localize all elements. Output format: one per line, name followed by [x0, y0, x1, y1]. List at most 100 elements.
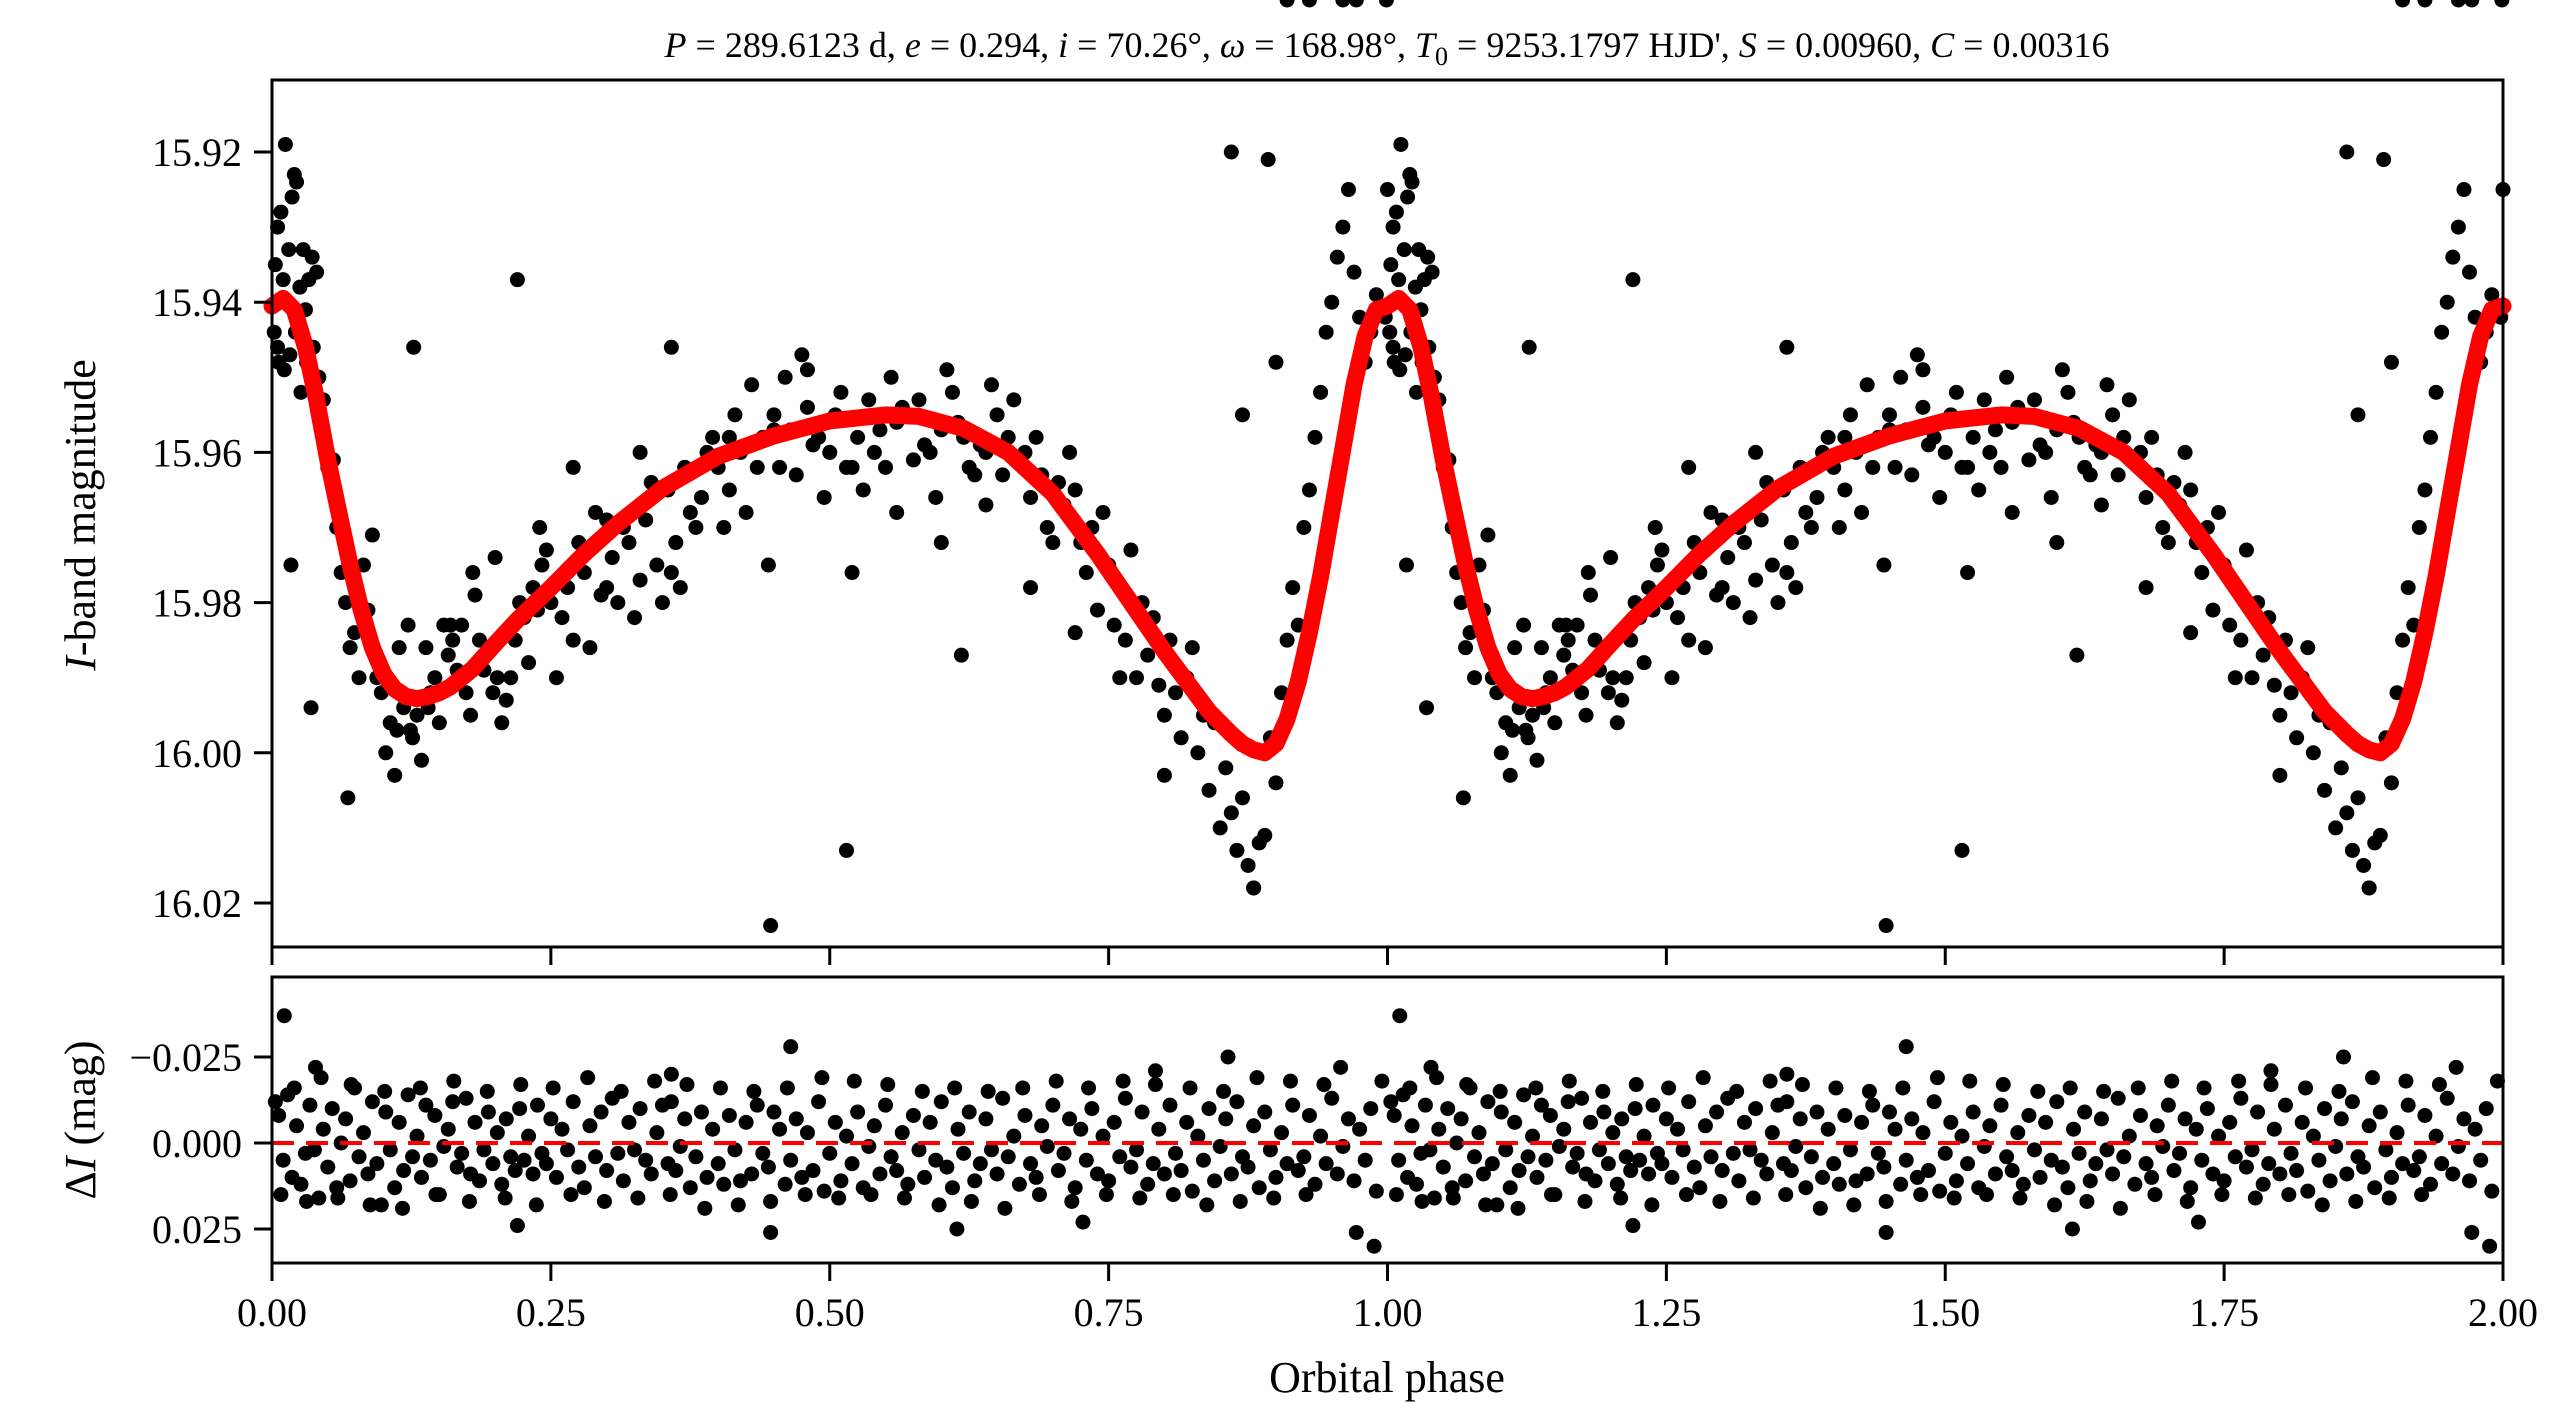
residual-point: [2099, 1142, 2115, 1158]
data-point: [872, 422, 888, 438]
data-point: [1062, 444, 1078, 460]
data-point: [2255, 647, 2271, 663]
data-point: [565, 632, 581, 648]
residual-point: [1484, 1156, 1500, 1172]
residual-point: [772, 1121, 788, 1137]
data-point: [1976, 392, 1992, 408]
data-point: [582, 640, 598, 656]
data-point: [760, 557, 776, 573]
residual-point: [1904, 1111, 1920, 1127]
data-point: [855, 482, 871, 498]
data-point: [1578, 707, 1594, 723]
residual-point: [1736, 1114, 1752, 1130]
residual-point: [571, 1159, 587, 1175]
data-point: [2021, 452, 2037, 468]
data-point: [1368, 287, 1384, 303]
residual-point: [1307, 1176, 1323, 1192]
residual-point: [351, 1149, 367, 1165]
residual-point: [1538, 1152, 1554, 1168]
residual-point: [548, 1169, 564, 1185]
data-point: [304, 249, 320, 265]
residual-point: [1731, 1173, 1747, 1189]
residual-point: [2110, 1090, 2126, 1106]
data-point: [267, 257, 283, 273]
residual-point: [1318, 1156, 1334, 1172]
residual-point: [1815, 1169, 1831, 1185]
chart-title: P = 289.6123 d, e = 0.294, i = 70.26°, ω…: [664, 25, 2110, 71]
data-point: [749, 459, 765, 475]
data-point: [587, 504, 603, 520]
data-point: [2038, 444, 2054, 460]
residual-point: [360, 1166, 376, 1182]
residual-point: [1792, 1111, 1808, 1127]
data-point: [1915, 362, 1931, 378]
data-point: [2428, 384, 2444, 400]
residual-point: [580, 1070, 596, 1086]
residual-point: [373, 1197, 389, 1213]
residual-point: [1753, 1152, 1769, 1168]
residual-point: [1820, 1121, 1836, 1137]
residual-point: [1471, 1125, 1487, 1141]
data-point: [1296, 520, 1312, 535]
data-point: [1424, 264, 1440, 280]
residual-point: [615, 1173, 631, 1189]
residual-point: [2015, 1176, 2031, 1192]
residual-point: [1798, 1180, 1814, 1196]
residual-point: [933, 1094, 949, 1110]
residual-point: [682, 1180, 698, 1196]
data-point: [939, 362, 955, 378]
residual-point: [1262, 1142, 1278, 1158]
residual-point: [2464, 0, 2480, 8]
residual-point: [1134, 1104, 1150, 1120]
residual-point: [554, 1121, 570, 1137]
residual-point: [1842, 1142, 1858, 1158]
data-point: [1156, 707, 1172, 723]
data-point: [705, 429, 721, 445]
residual-point: [983, 1142, 999, 1158]
residual-point: [1658, 1111, 1674, 1127]
residual-point: [2322, 1173, 2338, 1189]
residual-point: [799, 1125, 815, 1141]
residual-point: [712, 1080, 728, 1096]
residual-point: [1848, 1173, 1864, 1189]
data-point: [2222, 617, 2238, 633]
data-point: [2183, 625, 2199, 641]
residual-point: [1423, 1059, 1439, 1075]
data-point: [402, 722, 418, 738]
residual-point: [2190, 1214, 2206, 1230]
data-point: [1455, 790, 1471, 806]
residual-point: [1516, 1087, 1532, 1103]
data-point: [850, 429, 866, 445]
residual-point: [516, 1152, 532, 1168]
residual-point: [2164, 1073, 2180, 1089]
residual-point: [1453, 1111, 1469, 1127]
residual-point: [1948, 1173, 1964, 1189]
residual-point: [467, 1114, 483, 1130]
data-point: [2227, 670, 2243, 686]
residual-point: [1742, 1142, 1758, 1158]
data-point: [2462, 264, 2478, 280]
residual-point: [400, 1087, 416, 1103]
residual-point: [917, 1169, 933, 1185]
data-point: [1960, 459, 1976, 475]
data-point: [289, 174, 305, 190]
data-point: [944, 384, 960, 400]
residual-point: [2395, 1156, 2411, 1172]
residual-point: [2300, 1183, 2316, 1199]
observed-points: [266, 0, 2511, 934]
residual-point: [1073, 1121, 1089, 1137]
x-tick-label: 0.50: [795, 1290, 865, 1335]
data-point: [1569, 617, 1585, 633]
data-point: [2093, 497, 2109, 513]
data-point: [1279, 632, 1295, 648]
data-point: [554, 610, 570, 626]
residual-point: [2238, 1159, 2254, 1175]
residual-point: [2263, 1077, 2279, 1093]
data-point: [1580, 565, 1596, 581]
residual-point: [816, 1183, 832, 1199]
residual-point: [1587, 1173, 1603, 1189]
residual-point: [2066, 1121, 2082, 1137]
data-point: [1173, 730, 1189, 746]
residual-point: [1729, 1083, 1745, 1099]
data-point: [1753, 512, 1769, 528]
